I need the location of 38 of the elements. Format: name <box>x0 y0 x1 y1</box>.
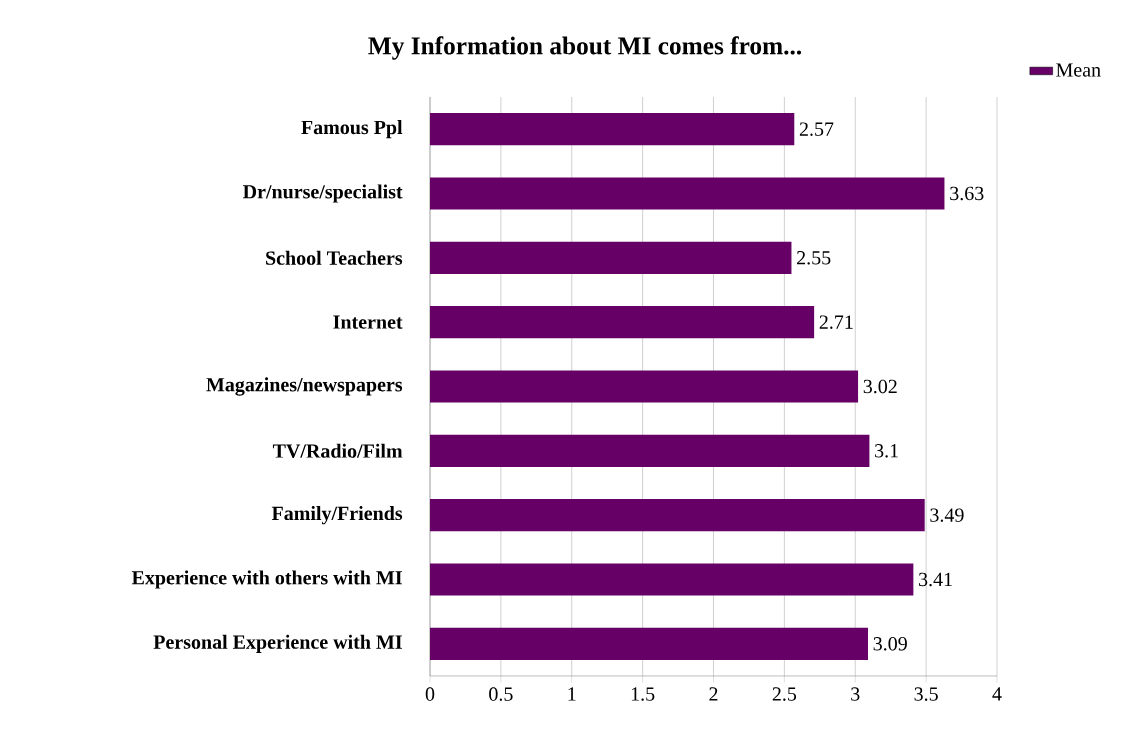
x-tick-label: 1 <box>568 687 576 701</box>
data-label: 2.57 <box>799 122 834 136</box>
x-tick-label: 0 <box>425 687 435 701</box>
data-label: 3.1 <box>875 444 898 458</box>
y-tick-label: Experience with others with MI <box>131 570 402 589</box>
x-tick-label: 1.5 <box>631 687 655 701</box>
data-label: 3.49 <box>930 508 964 522</box>
y-tick-label: School Teachers <box>266 250 403 265</box>
bar <box>430 241 792 274</box>
data-label: 3.09 <box>873 637 907 651</box>
bar <box>430 627 868 660</box>
y-tick-label: Dr/nurse/specialist <box>242 184 403 203</box>
x-tick-label: 3.5 <box>914 687 938 701</box>
y-tick-label: Personal Experience with MI <box>153 634 402 653</box>
data-label: 2.55 <box>797 251 831 265</box>
bar <box>430 177 945 210</box>
bar <box>430 370 859 403</box>
legend-label: Mean <box>1056 63 1101 77</box>
y-tick-label: Family/Friends <box>271 506 403 525</box>
bar <box>430 434 870 467</box>
y-tick-label: Internet <box>333 315 403 329</box>
x-tick-label: 4 <box>992 687 1002 701</box>
y-tick-label: TV/Radio/Film <box>272 443 403 458</box>
data-label: 3.41 <box>919 572 952 587</box>
bar <box>430 306 815 339</box>
chart-title: My Information about MI comes from... <box>368 36 802 60</box>
bar <box>430 499 925 532</box>
x-tick-label: 2 <box>709 687 718 701</box>
data-label: 2.71 <box>819 315 853 329</box>
bar <box>430 113 795 146</box>
x-tick-label: 2.5 <box>772 687 797 701</box>
data-label: 3.02 <box>863 379 897 394</box>
bar <box>430 563 914 596</box>
data-label: 3.63 <box>950 186 984 201</box>
x-tick-label: 0.5 <box>489 687 513 701</box>
y-tick-label: Famous Ppl <box>301 120 403 139</box>
x-tick-label: 3 <box>851 687 860 701</box>
y-tick-label: Magazines/newspapers <box>206 377 403 396</box>
